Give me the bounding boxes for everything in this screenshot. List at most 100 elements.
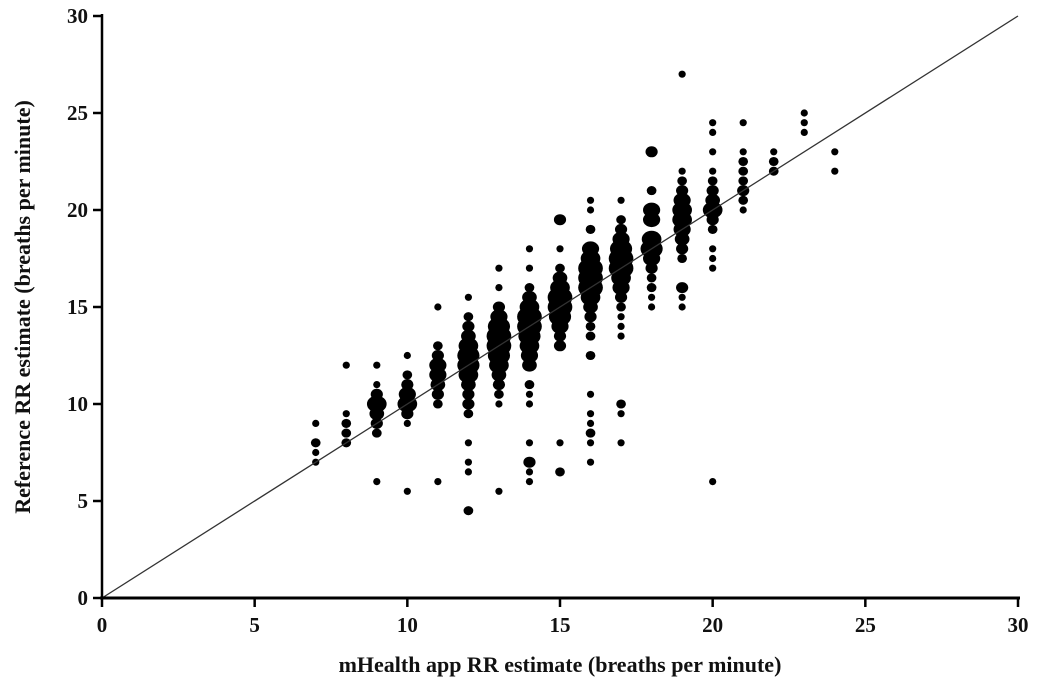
data-point xyxy=(739,119,747,127)
data-point xyxy=(709,128,717,136)
x-tick-label: 5 xyxy=(249,613,260,637)
data-point xyxy=(676,185,689,197)
data-point xyxy=(555,467,565,477)
data-point xyxy=(645,262,658,274)
data-point xyxy=(643,251,661,266)
data-point xyxy=(617,332,625,340)
data-point xyxy=(739,148,747,156)
data-point xyxy=(373,478,381,486)
data-point xyxy=(462,398,475,410)
y-tick-label: 30 xyxy=(67,4,88,28)
data-point xyxy=(614,223,628,235)
data-point xyxy=(586,206,595,214)
data-point xyxy=(586,458,595,466)
data-point xyxy=(403,419,411,427)
data-point xyxy=(525,400,534,408)
data-point xyxy=(494,389,504,399)
data-point xyxy=(403,487,411,495)
data-point xyxy=(709,264,717,272)
data-point xyxy=(616,399,626,409)
data-point xyxy=(677,253,687,264)
data-point xyxy=(489,356,509,374)
data-point xyxy=(464,468,472,476)
data-point xyxy=(522,358,537,372)
data-point xyxy=(462,388,475,400)
data-point xyxy=(525,478,534,486)
data-point xyxy=(433,341,443,351)
data-point xyxy=(646,273,657,283)
data-point xyxy=(738,156,749,167)
data-point xyxy=(491,368,507,382)
data-point xyxy=(738,195,749,205)
data-point xyxy=(462,320,475,332)
data-point xyxy=(709,167,717,175)
x-tick-label: 20 xyxy=(702,613,723,637)
data-point xyxy=(648,303,656,311)
data-point xyxy=(431,350,444,361)
data-point xyxy=(674,232,690,246)
data-point xyxy=(495,264,503,272)
data-point xyxy=(612,280,630,295)
data-point xyxy=(648,293,656,301)
data-point xyxy=(464,458,472,466)
data-point xyxy=(520,348,539,363)
y-tick-label: 10 xyxy=(67,392,88,416)
data-point xyxy=(709,478,717,486)
x-tick-label: 25 xyxy=(855,613,876,637)
data-point xyxy=(310,438,321,448)
data-point xyxy=(800,109,808,117)
data-point xyxy=(643,212,661,228)
data-point xyxy=(585,331,596,341)
data-point xyxy=(831,167,839,175)
data-point xyxy=(524,283,535,293)
data-point xyxy=(709,245,717,253)
points-layer xyxy=(310,70,839,516)
data-point xyxy=(831,148,839,156)
data-point xyxy=(401,408,414,420)
data-point xyxy=(709,254,717,263)
data-point xyxy=(403,351,411,360)
data-point xyxy=(617,313,625,321)
data-point xyxy=(556,245,564,253)
x-axis-title: mHealth app RR estimate (breaths per min… xyxy=(339,652,782,677)
data-point xyxy=(342,361,350,369)
data-point xyxy=(312,448,320,457)
data-point xyxy=(583,300,598,314)
y-tick-label: 0 xyxy=(78,586,89,610)
identity-line xyxy=(101,15,1019,599)
data-point xyxy=(738,166,749,176)
data-point xyxy=(463,409,474,419)
data-point xyxy=(586,390,595,398)
data-point xyxy=(458,366,479,384)
data-point xyxy=(464,293,472,301)
data-point xyxy=(709,148,717,156)
data-point xyxy=(678,167,686,175)
data-point xyxy=(342,410,350,418)
data-point xyxy=(523,456,536,468)
data-point xyxy=(464,439,472,447)
data-point xyxy=(401,379,414,391)
data-point xyxy=(585,321,596,331)
x-tick-label: 0 xyxy=(97,613,108,637)
data-point xyxy=(739,206,747,214)
data-point xyxy=(770,148,778,156)
y-axis-title: Reference RR estimate (breaths per minut… xyxy=(10,100,35,514)
data-point xyxy=(524,380,535,390)
data-point xyxy=(461,378,476,392)
data-point xyxy=(645,146,658,158)
data-point xyxy=(551,319,569,334)
data-point xyxy=(678,303,686,311)
data-point xyxy=(706,214,719,226)
data-point xyxy=(525,264,534,272)
data-point xyxy=(616,302,626,312)
data-point xyxy=(371,428,382,438)
y-tick-label: 5 xyxy=(78,489,89,513)
data-point xyxy=(584,311,597,323)
data-point xyxy=(678,293,686,301)
data-point xyxy=(617,410,625,418)
data-point xyxy=(525,245,534,253)
data-point xyxy=(495,400,503,408)
data-point xyxy=(676,243,689,255)
data-point xyxy=(431,388,444,400)
data-point xyxy=(525,390,534,398)
